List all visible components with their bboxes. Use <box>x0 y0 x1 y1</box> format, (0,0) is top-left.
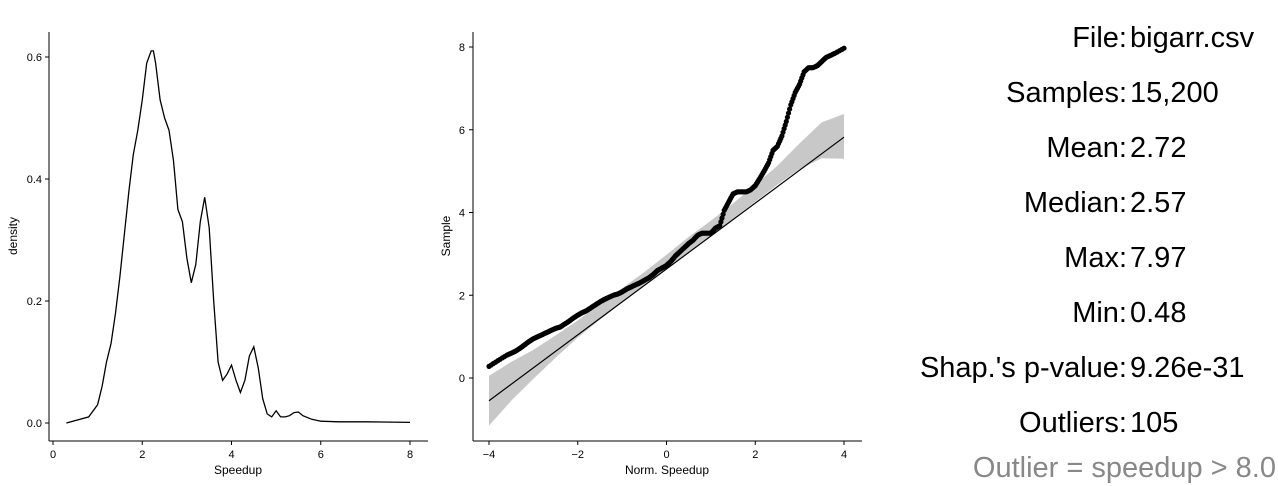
density-y-ticks: 0.0 0.2 0.4 0.6 <box>27 52 49 430</box>
density-y-tick-label: 0.0 <box>27 418 42 430</box>
stat-row: File: bigarr.csv <box>900 20 1278 56</box>
outlier-note: Outlier = speedup > 8.0 <box>972 452 1276 484</box>
qq-x-ticks: −4 −2 0 2 4 <box>483 441 847 461</box>
qq-x-tick-label: 4 <box>841 449 847 461</box>
density-x-tick-label: 0 <box>50 449 56 461</box>
qq-point <box>785 110 792 116</box>
qq-x-tick-label: −2 <box>571 449 584 461</box>
density-y-tick-label: 0.2 <box>27 296 42 308</box>
stat-value: 15,200 <box>1130 77 1219 109</box>
stat-key: Shap.'s p-value: <box>919 352 1127 384</box>
stat-row: Median: 2.57 <box>900 185 1278 221</box>
stat-row: Min: 0.48 <box>900 295 1278 331</box>
qq-point <box>783 118 789 125</box>
stat-row: Outliers: 105 <box>900 405 1278 441</box>
qq-y-tick-label: 4 <box>459 208 465 220</box>
density-y-tick-label: 0.6 <box>27 52 42 64</box>
qq-chart: −4 −2 0 2 4 0 2 4 6 8 Norm. Speedup Sample <box>439 32 862 477</box>
density-y-axis-label: density <box>6 217 20 255</box>
stat-key: Outliers: <box>1019 407 1127 439</box>
stat-row: Mean: 2.72 <box>900 130 1278 166</box>
density-y-tick-label: 0.4 <box>27 174 42 186</box>
density-x-tick-label: 2 <box>139 449 145 461</box>
stat-key: Max: <box>1064 242 1127 274</box>
stat-key: Min: <box>1072 297 1127 329</box>
stat-key: Mean: <box>1046 132 1127 164</box>
stat-key: Median: <box>1023 187 1127 219</box>
density-x-axis-label: Speedup <box>214 463 262 477</box>
density-chart: 0 2 4 6 8 0.0 0.2 0.4 0.6 Speedup density <box>6 32 428 477</box>
qq-x-tick-label: 0 <box>663 449 669 461</box>
stat-row: Shap.'s p-value: 9.26e-31 <box>900 350 1278 386</box>
density-x-tick-label: 4 <box>228 449 234 461</box>
qq-x-axis-label: Norm. Speedup <box>625 463 709 477</box>
stat-value: 105 <box>1130 407 1179 439</box>
qq-x-tick-label: −4 <box>483 449 496 461</box>
qq-reference-line <box>488 136 845 402</box>
qq-y-tick-label: 8 <box>459 42 465 54</box>
stat-value: 7.97 <box>1130 242 1187 274</box>
qq-y-tick-label: 6 <box>459 125 465 137</box>
qq-y-axis-label: Sample <box>439 215 453 256</box>
qq-point <box>787 106 793 112</box>
density-plot-area <box>66 50 411 424</box>
qq-y-tick-label: 0 <box>459 373 465 385</box>
qq-y-ticks: 0 2 4 6 8 <box>459 42 473 385</box>
stat-row: Samples: 15,200 <box>900 75 1278 111</box>
stat-value: 9.26e-31 <box>1130 352 1245 384</box>
density-x-ticks: 0 2 4 6 8 <box>50 441 413 461</box>
stat-value: 2.72 <box>1130 132 1187 164</box>
density-x-tick-label: 8 <box>407 449 413 461</box>
stat-key: Samples: <box>1006 77 1127 109</box>
density-x-tick-label: 6 <box>318 449 324 461</box>
stat-value: 0.48 <box>1130 297 1187 329</box>
confidence-band <box>489 114 844 426</box>
qq-y-tick-label: 2 <box>459 290 465 302</box>
density-line <box>66 50 411 424</box>
stat-key: File: <box>1072 22 1127 54</box>
qq-point <box>720 211 726 217</box>
stat-row: Max: 7.97 <box>900 240 1278 276</box>
stat-value: bigarr.csv <box>1130 22 1255 54</box>
stat-value: 2.57 <box>1130 187 1187 219</box>
qq-plot-area <box>486 45 847 426</box>
qq-point <box>784 114 790 120</box>
qq-x-tick-label: 2 <box>752 449 758 461</box>
qq-point <box>841 45 847 51</box>
